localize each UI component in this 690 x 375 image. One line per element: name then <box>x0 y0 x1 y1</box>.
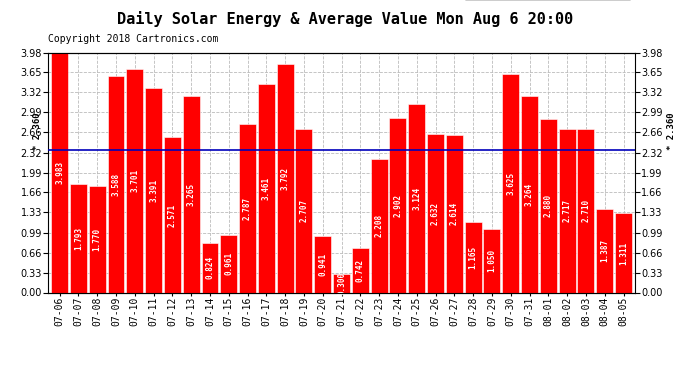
Text: * 2.360: * 2.360 <box>32 112 41 150</box>
Text: 1.165: 1.165 <box>469 246 477 269</box>
Bar <box>201 243 219 292</box>
Text: 3.264: 3.264 <box>525 183 534 206</box>
Text: 2.880: 2.880 <box>544 194 553 217</box>
Bar <box>164 138 181 292</box>
Bar <box>408 104 425 292</box>
Bar <box>220 234 237 292</box>
Bar <box>258 84 275 292</box>
Text: 2.710: 2.710 <box>582 199 591 222</box>
Text: 2.208: 2.208 <box>375 214 384 237</box>
Bar <box>51 53 68 292</box>
Text: 2.717: 2.717 <box>562 199 571 222</box>
Text: 1.793: 1.793 <box>74 227 83 250</box>
Bar <box>389 117 406 292</box>
Text: 0.941: 0.941 <box>318 253 327 276</box>
Bar <box>145 88 162 292</box>
Bar <box>578 129 594 292</box>
Bar <box>427 134 444 292</box>
Bar <box>126 69 144 292</box>
Bar <box>108 76 124 292</box>
Bar <box>314 236 331 292</box>
Bar <box>502 74 519 292</box>
Bar <box>446 135 463 292</box>
Text: Daily Solar Energy & Average Value Mon Aug 6 20:00: Daily Solar Energy & Average Value Mon A… <box>117 11 573 27</box>
Bar <box>596 209 613 292</box>
Text: 2.902: 2.902 <box>393 194 402 217</box>
Text: 2.787: 2.787 <box>243 197 252 220</box>
Text: * 2.360: * 2.360 <box>667 112 676 150</box>
Text: 3.265: 3.265 <box>187 183 196 206</box>
Text: 3.391: 3.391 <box>149 179 158 202</box>
Bar <box>540 119 557 292</box>
Bar <box>295 129 313 292</box>
Bar <box>70 184 87 292</box>
Text: 2.614: 2.614 <box>450 202 459 225</box>
Text: 3.124: 3.124 <box>412 187 421 210</box>
Text: 2.571: 2.571 <box>168 203 177 226</box>
Text: 3.792: 3.792 <box>281 166 290 190</box>
Bar <box>521 96 538 292</box>
Bar <box>484 229 500 292</box>
Text: 1.387: 1.387 <box>600 239 609 262</box>
Text: 1.050: 1.050 <box>487 249 496 272</box>
Text: 2.707: 2.707 <box>299 200 308 222</box>
Bar <box>239 124 256 292</box>
Text: 3.983: 3.983 <box>55 161 64 184</box>
Text: 0.300: 0.300 <box>337 272 346 295</box>
Text: 3.588: 3.588 <box>112 173 121 196</box>
Bar <box>371 159 388 292</box>
Text: 1.770: 1.770 <box>92 228 101 251</box>
Bar <box>333 274 350 292</box>
Text: 0.961: 0.961 <box>224 252 233 275</box>
Text: 0.824: 0.824 <box>206 256 215 279</box>
Text: 3.625: 3.625 <box>506 172 515 195</box>
Bar <box>464 222 482 292</box>
Bar <box>559 129 575 292</box>
Bar <box>615 213 632 292</box>
Text: 0.742: 0.742 <box>356 259 365 282</box>
Text: 3.461: 3.461 <box>262 177 271 200</box>
Bar <box>183 96 199 292</box>
Text: 2.632: 2.632 <box>431 202 440 225</box>
Text: 1.311: 1.311 <box>619 242 628 264</box>
Bar <box>277 64 294 292</box>
Text: Copyright 2018 Cartronics.com: Copyright 2018 Cartronics.com <box>48 34 219 44</box>
Bar <box>352 248 369 292</box>
Bar <box>89 186 106 292</box>
Text: 3.701: 3.701 <box>130 170 139 192</box>
